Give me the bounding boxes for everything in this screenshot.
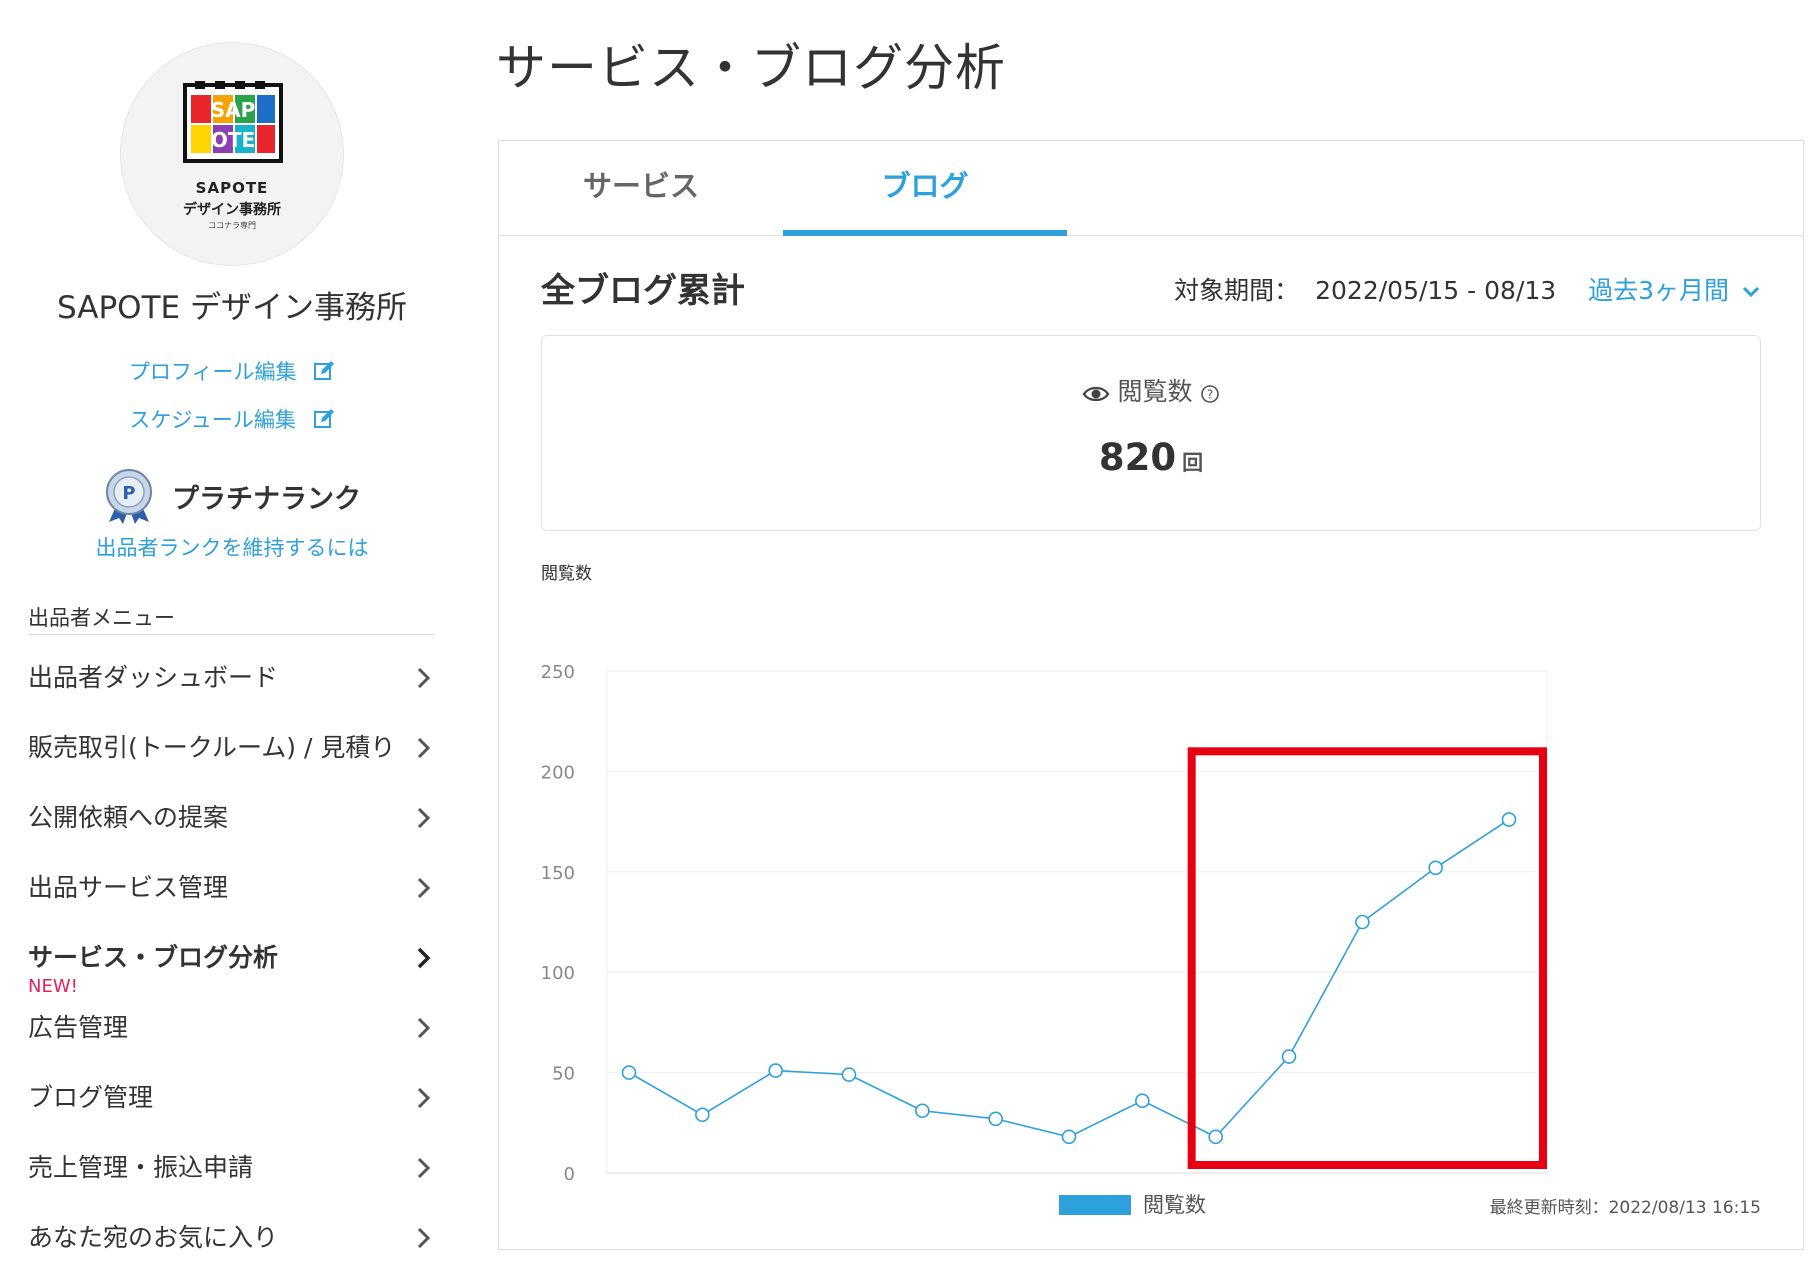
menu-item-seller-dashboard[interactable]: 出品者ダッシュボード <box>28 648 434 708</box>
stat-unit: 回 <box>1182 451 1204 475</box>
y-tick-label: 150 <box>541 863 575 884</box>
y-tick-label: 50 <box>552 1064 575 1085</box>
seller-menu-heading: 出品者メニュー <box>28 606 175 630</box>
section-title: 全ブログ累計 <box>541 271 745 311</box>
menu-divider <box>28 634 434 635</box>
profile-edit-label: プロフィール編集 <box>128 360 297 384</box>
data-point <box>1501 812 1517 827</box>
stat-value: 820 <box>1098 436 1177 479</box>
tab-bar: サービス ブログ <box>499 141 1803 236</box>
svg-text:OTE: OTE <box>211 128 255 152</box>
chevron-right-icon <box>417 1157 431 1179</box>
y-tick-label: 250 <box>541 662 575 683</box>
menu-item-favorites[interactable]: あなた宛のお気に入り <box>28 1208 434 1268</box>
menu-item-sales-transactions[interactable]: 販売取引(トークルーム) / 見積り <box>28 718 434 778</box>
period-value: 2022/05/15 - 08/13 <box>1315 276 1557 305</box>
data-point <box>988 1111 1003 1127</box>
avatar[interactable]: SAP OTE SAPOTE デザイン事務所 ココナラ専門 <box>120 42 344 266</box>
stat-label-row: 閲覧数 ? <box>542 372 1760 408</box>
menu-item-label: ブログ管理 <box>28 1083 154 1112</box>
chart-y-axis-label: 閲覧数 <box>541 564 592 584</box>
data-point <box>1355 914 1370 930</box>
svg-text:?: ? <box>1207 388 1213 402</box>
data-point <box>768 1063 783 1078</box>
logo-icon: SAP OTE <box>183 81 283 163</box>
shop-name: SAPOTE デザイン事務所 <box>57 290 407 326</box>
menu-item-label: 出品者ダッシュボード <box>28 663 279 692</box>
schedule-edit-label: スケジュール編集 <box>129 408 296 432</box>
menu-item-label: 売上管理・振込申請 <box>28 1153 254 1182</box>
plot-area <box>606 670 1548 1174</box>
edit-icon <box>313 409 334 428</box>
chevron-right-icon <box>417 877 431 899</box>
sidebar: SAP OTE SAPOTE デザイン事務所 ココナラ専門 SAPOTE デザイ… <box>0 0 460 1252</box>
chevron-right-icon <box>417 1017 431 1039</box>
new-badge: NEW! <box>28 976 78 997</box>
y-tick-label: 200 <box>541 762 575 783</box>
data-point <box>1061 1129 1077 1145</box>
menu-item-label: サービス・ブログ分析 <box>28 943 279 972</box>
menu-item-blog-management[interactable]: ブログ管理 <box>28 1068 434 1128</box>
tab-blog[interactable]: ブログ <box>783 141 1067 236</box>
logo-text-line2: デザイン事務所 <box>183 202 281 218</box>
analytics-card: サービス ブログ 全ブログ累計 対象期間： 2022/05/15 - 08/13… <box>498 140 1804 1250</box>
menu-item-ad-management[interactable]: NEW! 広告管理 <box>28 976 434 1058</box>
chevron-right-icon <box>417 667 431 689</box>
chevron-right-icon <box>417 1087 431 1109</box>
tab-service[interactable]: サービス <box>582 169 699 203</box>
menu-item-public-requests[interactable]: 公開依頼への提案 <box>28 788 434 848</box>
menu-item-sales-payout[interactable]: 売上管理・振込申請 <box>28 1138 434 1198</box>
menu-item-label: 公開依頼への提案 <box>28 803 229 832</box>
period-select[interactable]: 過去3ヶ月間 <box>1588 276 1761 305</box>
menu-item-service-management[interactable]: 出品サービス管理 <box>28 858 434 918</box>
data-point <box>621 1065 637 1080</box>
chart-legend: 閲覧数 <box>1059 1189 1206 1219</box>
menu-item-label: 出品サービス管理 <box>28 873 229 902</box>
chevron-right-icon <box>417 947 431 969</box>
stat-box: 閲覧数 ? 820 回 <box>541 335 1761 531</box>
profile-edit-link[interactable]: プロフィール編集 <box>0 356 464 386</box>
data-point <box>1428 860 1443 876</box>
series-line <box>628 818 1510 1138</box>
logo-text-line1: SAPOTE <box>195 179 269 197</box>
menu-item-label: 広告管理 <box>28 1013 129 1042</box>
rank-row: P プラチナランク <box>0 468 464 524</box>
menu-item-analytics[interactable]: サービス・ブログ分析 <box>28 928 434 988</box>
logo-text-line3: ココナラ専門 <box>208 221 256 230</box>
chevron-right-icon <box>417 1227 431 1249</box>
legend-swatch <box>1059 1195 1131 1215</box>
stat-label: 閲覧数 <box>1117 377 1193 406</box>
edit-icon <box>314 361 335 380</box>
legend-label: 閲覧数 <box>1143 1193 1206 1217</box>
stat-value-row: 820 回 <box>542 436 1760 479</box>
platinum-medal-icon: P <box>105 469 152 524</box>
chevron-down-icon <box>1742 286 1760 298</box>
period-select-label: 過去3ヶ月間 <box>1588 276 1730 305</box>
page-title: サービス・ブログ分析 <box>496 39 1006 97</box>
y-tick-label: 0 <box>564 1164 575 1181</box>
chevron-right-icon <box>417 737 431 759</box>
pageviews-line-chart: 0501001502002505/155/225/296/56/126/196/… <box>541 662 1548 1181</box>
rank-label: プラチナランク <box>172 483 362 515</box>
data-point <box>915 1103 930 1119</box>
data-point <box>1208 1129 1223 1145</box>
svg-text:P: P <box>122 483 135 504</box>
menu-item-label: あなた宛のお気に入り <box>28 1223 279 1252</box>
chevron-right-icon <box>417 807 431 829</box>
menu-item-label: 販売取引(トークルーム) / 見積り <box>28 733 396 762</box>
data-point <box>1281 1049 1297 1064</box>
svg-text:SAP: SAP <box>211 98 256 122</box>
last-updated: 最終更新時刻：2022/08/13 16:15 <box>1489 1198 1761 1218</box>
data-point <box>841 1067 857 1082</box>
data-point <box>695 1107 710 1123</box>
schedule-edit-link[interactable]: スケジュール編集 <box>0 404 464 434</box>
period-label: 対象期間： <box>1174 276 1300 305</box>
y-tick-label: 100 <box>541 963 575 984</box>
highlight-box <box>1187 747 1548 1169</box>
help-icon[interactable]: ? <box>1200 384 1220 404</box>
period-row: 対象期間： 2022/05/15 - 08/13 過去3ヶ月間 <box>1174 271 1761 307</box>
rank-maintain-link[interactable]: 出品者ランクを維持するには <box>95 536 369 560</box>
data-point <box>1135 1093 1150 1109</box>
eye-icon <box>1082 386 1109 402</box>
